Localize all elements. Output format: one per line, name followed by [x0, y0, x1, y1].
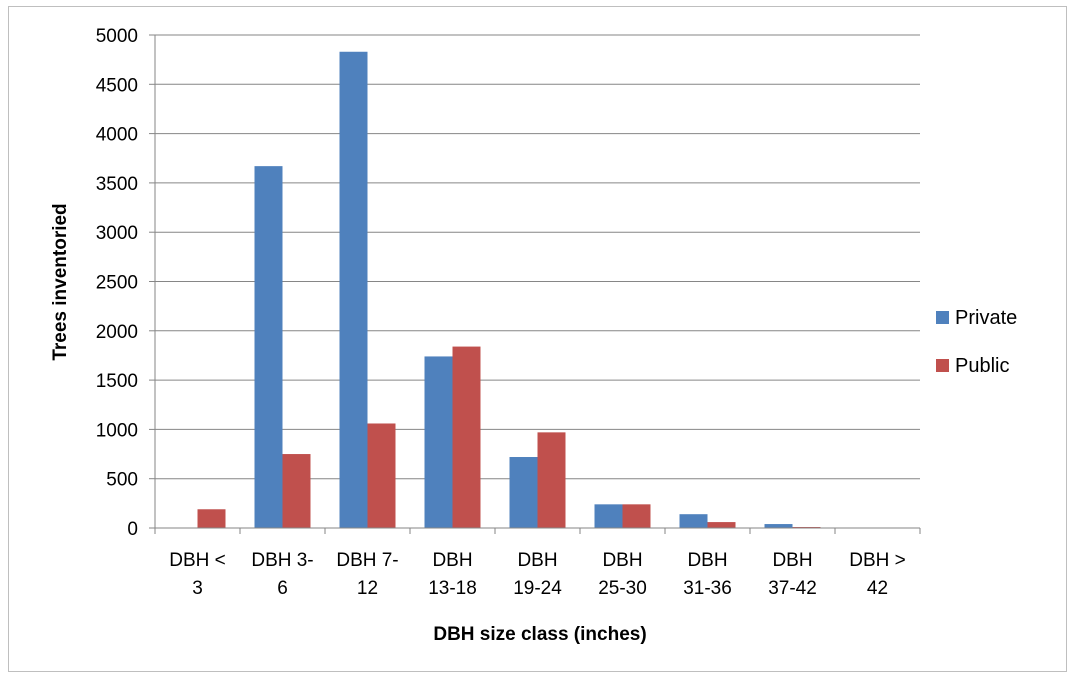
x-tick-label-line: 37-42	[768, 578, 817, 599]
y-tick-label: 3000	[96, 223, 138, 244]
legend-swatch-public	[936, 359, 949, 372]
y-axis-title: Trees inventoried	[50, 203, 71, 360]
y-tick-labels: 0 500 1000 1500 2000 2500 3000 3500 4000 4500 5000	[96, 26, 138, 540]
bar-private	[679, 514, 708, 528]
x-tick-label-line: DBH <	[169, 550, 226, 571]
bar-public	[537, 432, 566, 528]
y-tick-label: 0	[127, 519, 138, 540]
y-tick-label: 500	[106, 470, 138, 491]
x-tick-label: DBH 13-18	[428, 550, 477, 599]
legend-label-private: Private	[955, 307, 1017, 329]
x-tick-label: DBH 7- 12	[336, 550, 398, 599]
x-tick-label-line: DBH >	[849, 550, 906, 571]
x-tick-label-line: 25-30	[598, 578, 647, 599]
x-tick-label: DBH < 3	[169, 550, 226, 599]
x-tick-label-line: 31-36	[683, 578, 732, 599]
legend-swatch-private	[936, 311, 949, 324]
x-tick-label-line: 13-18	[428, 578, 477, 599]
x-tick-label: DBH 31-36	[683, 550, 732, 599]
x-tick-label-line: 6	[277, 578, 288, 599]
x-tick-label: DBH 3- 6	[251, 550, 313, 599]
x-axis-title: DBH size class (inches)	[433, 624, 646, 645]
legend: Private Public	[936, 307, 1017, 377]
x-tick-label-line: DBH	[772, 550, 812, 571]
x-tick-label-line: DBH 3-	[251, 550, 313, 571]
chart-frame	[8, 6, 1067, 672]
x-tick-label-line: DBH	[687, 550, 727, 571]
x-tick-label-line: 19-24	[513, 578, 562, 599]
axes	[149, 34, 921, 534]
bars	[197, 51, 906, 529]
x-tick-label-line: 3	[192, 578, 203, 599]
x-tick-label-line: 42	[867, 578, 888, 599]
bar-public	[197, 509, 226, 528]
y-tick-label: 2500	[96, 273, 138, 294]
bar-public	[622, 504, 651, 528]
x-tick-label-line: DBH 7-	[336, 550, 398, 571]
bar-public	[367, 423, 396, 528]
x-tick-label: DBH 37-42	[768, 550, 817, 599]
y-tick-label: 5000	[96, 26, 138, 47]
y-tick-label: 3500	[96, 174, 138, 195]
y-tick-label: 2000	[96, 322, 138, 343]
x-tick-label: DBH > 42	[849, 550, 906, 599]
bar-public	[452, 346, 481, 528]
bar-private	[509, 457, 538, 528]
x-tick-label-line: DBH	[517, 550, 557, 571]
y-tick-label: 4000	[96, 125, 138, 146]
legend-label-public: Public	[955, 355, 1009, 377]
bar-private	[764, 524, 793, 528]
x-tick-label: DBH 19-24	[513, 550, 562, 599]
x-tick-label-line: DBH	[432, 550, 472, 571]
bar-public	[282, 454, 311, 528]
bar-private	[594, 504, 623, 528]
x-tick-label-line: 12	[357, 578, 378, 599]
bar-private	[339, 51, 368, 529]
y-tick-label: 4500	[96, 75, 138, 96]
y-tick-label: 1000	[96, 420, 138, 441]
y-tick-label: 1500	[96, 371, 138, 392]
bar-public	[707, 522, 736, 528]
x-tick-label-line: DBH	[602, 550, 642, 571]
x-tick-label: DBH 25-30	[598, 550, 647, 599]
bar-private	[254, 166, 283, 528]
bar-private	[424, 356, 453, 528]
